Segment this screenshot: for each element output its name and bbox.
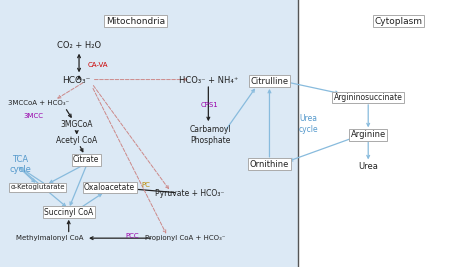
- Text: Urea: Urea: [358, 162, 378, 171]
- Text: Citrate: Citrate: [73, 155, 99, 164]
- Text: HCO₃⁻ + NH₄⁺: HCO₃⁻ + NH₄⁺: [179, 76, 238, 85]
- Text: Mitochondria: Mitochondria: [106, 17, 165, 26]
- Text: Oxaloacetate: Oxaloacetate: [84, 183, 135, 192]
- FancyBboxPatch shape: [4, 0, 298, 267]
- Text: PC: PC: [141, 182, 150, 188]
- Text: CPS1: CPS1: [201, 103, 218, 108]
- Text: Pyruvate + HCO₃⁻: Pyruvate + HCO₃⁻: [155, 189, 224, 198]
- Text: Citrulline: Citrulline: [250, 77, 289, 86]
- Text: PCC: PCC: [125, 233, 138, 239]
- Text: Arginine: Arginine: [351, 130, 386, 139]
- Text: Carbamoyl
Phosphate: Carbamoyl Phosphate: [190, 125, 231, 144]
- Text: TCA
cycle: TCA cycle: [9, 155, 31, 174]
- Text: Methylmalonyl CoA: Methylmalonyl CoA: [16, 235, 83, 241]
- FancyBboxPatch shape: [298, 0, 474, 267]
- Text: Propionyl CoA + HCO₃⁻: Propionyl CoA + HCO₃⁻: [145, 235, 225, 241]
- Text: Cytoplasm: Cytoplasm: [375, 17, 423, 26]
- Text: CA-VA: CA-VA: [88, 62, 108, 68]
- Text: Urea
cycle: Urea cycle: [299, 115, 319, 134]
- Text: 3MGCoA: 3MGCoA: [61, 120, 93, 129]
- Text: Acetyl CoA: Acetyl CoA: [56, 136, 97, 146]
- Text: α-Ketoglutarate: α-Ketoglutarate: [10, 184, 65, 190]
- Text: Argininosuccinate: Argininosuccinate: [334, 93, 402, 102]
- Text: CO₂ + H₂O: CO₂ + H₂O: [57, 41, 101, 50]
- Text: HCO₃⁻: HCO₃⁻: [63, 76, 91, 85]
- Text: Ornithine: Ornithine: [250, 160, 289, 169]
- Text: 3MCCoA + HCO₃⁻: 3MCCoA + HCO₃⁻: [8, 100, 69, 106]
- Text: Succinyl CoA: Succinyl CoA: [44, 208, 93, 217]
- Text: 3MCC: 3MCC: [23, 113, 43, 119]
